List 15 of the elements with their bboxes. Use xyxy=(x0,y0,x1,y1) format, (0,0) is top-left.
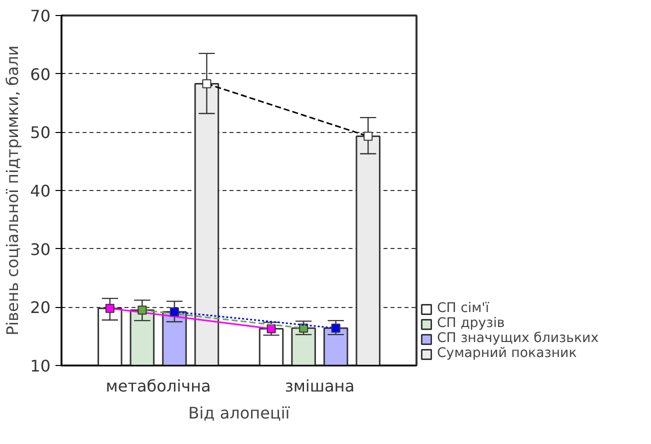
legend-label: СП значущих близьких xyxy=(437,331,599,346)
legend-label: СП друзів xyxy=(437,316,505,331)
x-axis-title: Від алопеції xyxy=(188,404,290,422)
y-tick-label: 10 xyxy=(30,356,50,376)
y-tick-label: 40 xyxy=(30,182,50,200)
y-tick-label: 20 xyxy=(30,298,50,318)
x-tick-label: змішана xyxy=(284,376,355,396)
y-axis-title: Рівень соціальної підтримки, бали xyxy=(3,46,22,336)
y-tick-label: 50 xyxy=(30,123,50,142)
y-tick-label: 70 xyxy=(30,6,50,26)
y-tick-label: 30 xyxy=(30,240,50,259)
y-tick-label: 60 xyxy=(30,64,50,84)
legend-label: Сумарний показник xyxy=(437,346,577,361)
x-tick-label: метаболічна xyxy=(106,376,211,396)
legend-label: СП сім'ї xyxy=(437,301,490,316)
